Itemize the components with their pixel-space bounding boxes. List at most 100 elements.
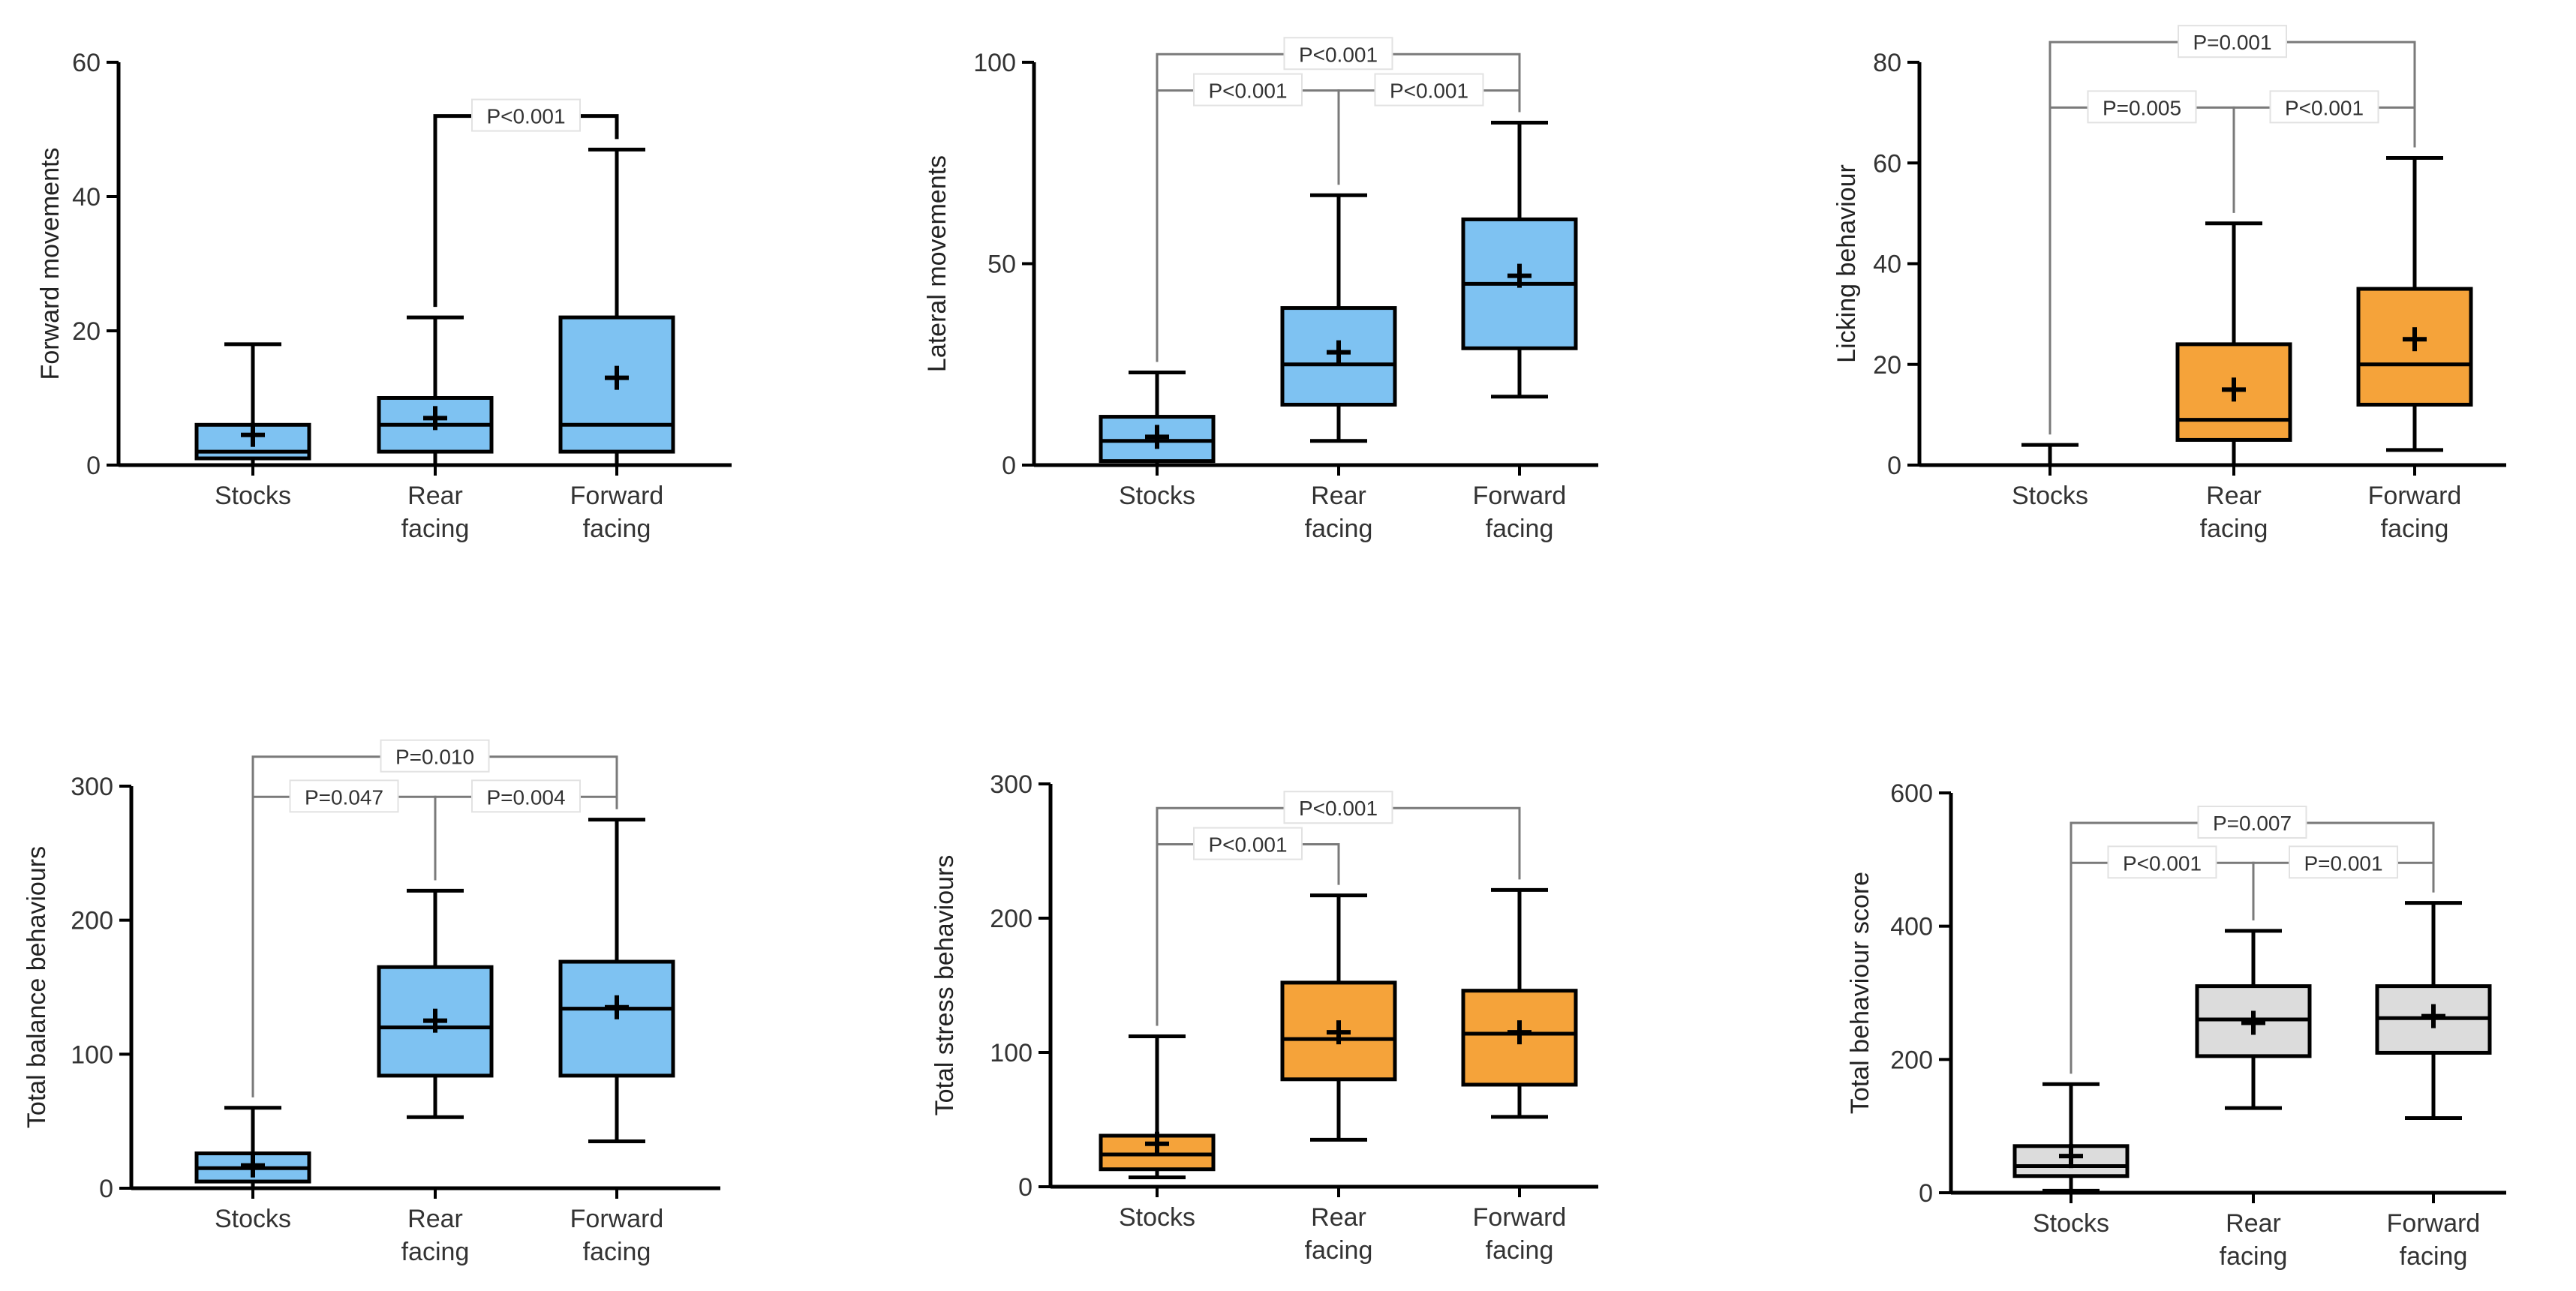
chart-panel-2: 0 50 100 Lateral movements Stocks Rear facing F… [923,37,1598,543]
p-value-box [2197,805,2307,839]
significance-bracket: P<0.001 [1156,37,1521,362]
chart-panel-6: 0 200 400 600 Total behaviour score Stocks Rea… [1846,779,2506,1271]
x-category-label: Rear [2226,1209,2281,1238]
box-2 [1280,893,1397,1142]
p-value-label: P<0.001 [1299,43,1378,66]
box-1 [2012,1082,2130,1193]
p-value-label: P<0.001 [2285,96,2364,119]
y-tick-label: 0 [1919,1179,1933,1208]
chart-panel-3: 0 20 40 60 80 Licking behaviour Stocks Rear faci… [1832,25,2506,543]
box-1 [2021,443,2079,467]
box-3 [558,818,675,1143]
x-category-label: facing [401,515,470,543]
x-category-label: Forward [570,482,664,510]
significance-bracket: P=0.047 [251,779,437,1097]
x-category-label: facing [2200,515,2268,543]
p-value-label: P<0.001 [1390,80,1468,103]
significance-bracket: P=0.007 [2070,805,2435,1074]
x-category-label: facing [1486,1236,1554,1265]
significance-bracket: P<0.001 [2232,90,2416,213]
box-3 [2375,901,2492,1121]
x-category-label: facing [1305,1236,1373,1265]
significance-bracket: P=0.005 [2048,90,2235,435]
box-3 [1461,121,1578,399]
x-category-label: Forward [570,1205,664,1233]
p-value-box [2178,25,2287,59]
y-axis-title: Forward movements [36,148,65,380]
box-3 [2356,156,2473,452]
p-value-box [471,98,581,132]
box-2 [2175,221,2292,467]
y-tick-label: 0 [1002,452,1016,480]
y-tick-label: 400 [1890,913,1933,941]
y-tick-label: 0 [99,1175,113,1203]
box-2 [377,315,494,467]
significance-bracket: P=0.001 [2048,25,2416,435]
y-tick-label: 20 [72,317,101,346]
significance-bracket: P=0.010 [251,739,618,1097]
x-category-label: Rear [2206,482,2262,510]
significance-bracket: P<0.001 [1337,73,1521,185]
box-1 [194,1106,311,1190]
y-axis-title: Total stress behaviours [930,855,959,1116]
significance-bracket: P=0.001 [2252,845,2435,920]
box-2 [2195,929,2312,1110]
x-category-label: Stocks [215,1205,291,1233]
y-tick-label: 50 [987,251,1016,279]
p-value-label: P=0.005 [2103,96,2181,119]
x-category-label: facing [1486,515,1554,543]
p-value-label: P<0.001 [2123,851,2202,875]
p-value-box [471,779,581,813]
y-tick-label: 100 [71,1040,113,1069]
p-value-label: P=0.010 [395,746,474,769]
box-2 [1280,193,1397,443]
y-tick-label: 20 [1873,351,1901,380]
p-value-label: P=0.047 [305,785,383,809]
x-category-label: facing [2381,515,2449,543]
significance-bracket: P=0.004 [434,779,618,881]
y-tick-label: 40 [72,183,101,212]
box-1 [1099,370,1216,467]
x-category-label: facing [583,515,651,543]
y-tick-label: 100 [990,1039,1033,1067]
p-value-box [2289,845,2398,879]
x-category-label: Stocks [2012,482,2088,510]
x-category-label: Stocks [2033,1209,2109,1238]
y-tick-label: 200 [990,905,1033,933]
x-category-label: facing [1305,515,1373,543]
y-tick-label: 60 [1873,149,1901,178]
p-value-label: P<0.001 [1208,80,1287,103]
x-category-label: Forward [2368,482,2462,510]
x-category-label: Stocks [1119,482,1195,510]
p-value-label: P=0.001 [2304,851,2382,875]
box-3 [1461,887,1578,1119]
x-category-label: Stocks [215,482,291,510]
y-tick-label: 200 [71,907,113,935]
x-category-label: Rear [1311,1203,1366,1232]
x-category-label: Rear [407,1205,463,1233]
x-category-label: Forward [1473,1203,1567,1232]
x-category-label: facing [2400,1242,2468,1271]
p-value-label: P<0.001 [1208,833,1287,857]
y-tick-label: 40 [1873,251,1901,279]
x-category-label: facing [583,1238,651,1266]
p-value-label: P=0.007 [2213,812,2292,835]
box-iqr [558,315,675,454]
significance-bracket: P<0.001 [433,98,619,308]
y-axis-title: Total behaviour score [1846,872,1874,1114]
x-category-label: Rear [407,482,463,510]
chart-panel-4: 0 100 200 300 Total balance behaviours Stocks… [23,739,720,1266]
x-category-label: facing [2220,1242,2288,1271]
p-value-label: P=0.004 [486,785,565,809]
p-value-box [1193,827,1303,860]
y-tick-label: 300 [990,770,1033,799]
p-value-box [1374,73,1484,107]
p-value-box [2107,845,2217,879]
y-tick-label: 300 [71,773,113,801]
y-axis-title: Licking behaviour [1832,164,1861,363]
p-value-label: P<0.001 [1299,797,1378,820]
p-value-box [289,779,399,813]
x-category-label: Rear [1311,482,1366,510]
p-value-box [1283,791,1393,824]
